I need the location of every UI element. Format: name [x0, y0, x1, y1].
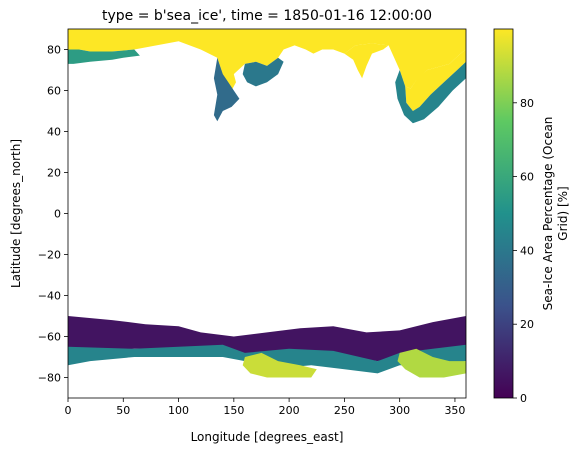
- y-tick-label: −60: [38, 331, 61, 344]
- sea-ice-region-arctic-okhotsk-ice: [220, 65, 236, 91]
- sea-ice-region-arctic-barents-margin: [68, 49, 140, 64]
- x-tick-label: 0: [65, 404, 72, 417]
- sea-ice-region-arctic-okhotsk-margin: [213, 57, 240, 122]
- x-axis-ticks: 0 50 100 150 200 250 300 350: [65, 398, 465, 417]
- x-axis-label: Longitude [degrees_east]: [191, 430, 344, 444]
- colorbar-label-line2: Grid) [%]: [556, 186, 570, 240]
- sea-ice-region-arctic-siberia-fragments: [344, 43, 389, 79]
- y-axis-label: Latitude [degrees_north]: [9, 139, 23, 288]
- sea-ice-region-antarctic-weddell-sea: [397, 348, 466, 378]
- colorbar-tick-label: 40: [520, 244, 534, 257]
- chart-title: type = b'sea_ice', time = 1850-01-16 12:…: [102, 8, 432, 24]
- y-tick-label: −20: [38, 249, 61, 262]
- heatmap-regions: [68, 29, 466, 378]
- colorbar-tick-label: 0: [520, 392, 527, 405]
- y-tick-label: 0: [54, 208, 61, 221]
- x-tick-label: 250: [334, 404, 355, 417]
- colorbar-tick-label: 60: [520, 171, 534, 184]
- y-tick-label: 20: [47, 167, 61, 180]
- y-tick-label: 60: [47, 85, 61, 98]
- sea-ice-region-arctic-labrador-margin: [395, 61, 466, 124]
- sea-ice-region-arctic-pack-ice: [68, 29, 466, 89]
- colorbar-tick-label: 80: [520, 97, 534, 110]
- plot-area: [67, 28, 467, 399]
- colorbar-ticks: 0 20 40 60 80: [513, 97, 534, 405]
- y-tick-label: −40: [38, 290, 61, 303]
- y-tick-label: 80: [47, 44, 61, 57]
- x-tick-label: 200: [279, 404, 300, 417]
- sea-ice-region-antarctic-ross-sea: [242, 352, 317, 378]
- y-axis-ticks: −80 −60 −40 −20 0 20 40 60 80: [38, 44, 68, 385]
- sea-ice-region-arctic-greenland-sea: [405, 49, 466, 111]
- y-tick-label: −80: [38, 372, 61, 385]
- y-tick-label: 40: [47, 126, 61, 139]
- colorbar-label-line1: Sea-Ice Area Percentage (Ocean: [541, 117, 555, 311]
- colorbar-gradient: [494, 29, 513, 398]
- x-tick-label: 350: [444, 404, 465, 417]
- x-tick-label: 150: [223, 404, 244, 417]
- colorbar-frame: [493, 28, 514, 399]
- sea-ice-region-arctic-bering-margin: [242, 57, 284, 87]
- colorbar-tick-label: 20: [520, 318, 534, 331]
- x-tick-label: 100: [168, 404, 189, 417]
- colorbar: 0 20 40 60 80 Sea-Ice Area Percentage (Ocean…: [493, 28, 570, 405]
- x-tick-label: 300: [389, 404, 410, 417]
- x-tick-label: 50: [116, 404, 130, 417]
